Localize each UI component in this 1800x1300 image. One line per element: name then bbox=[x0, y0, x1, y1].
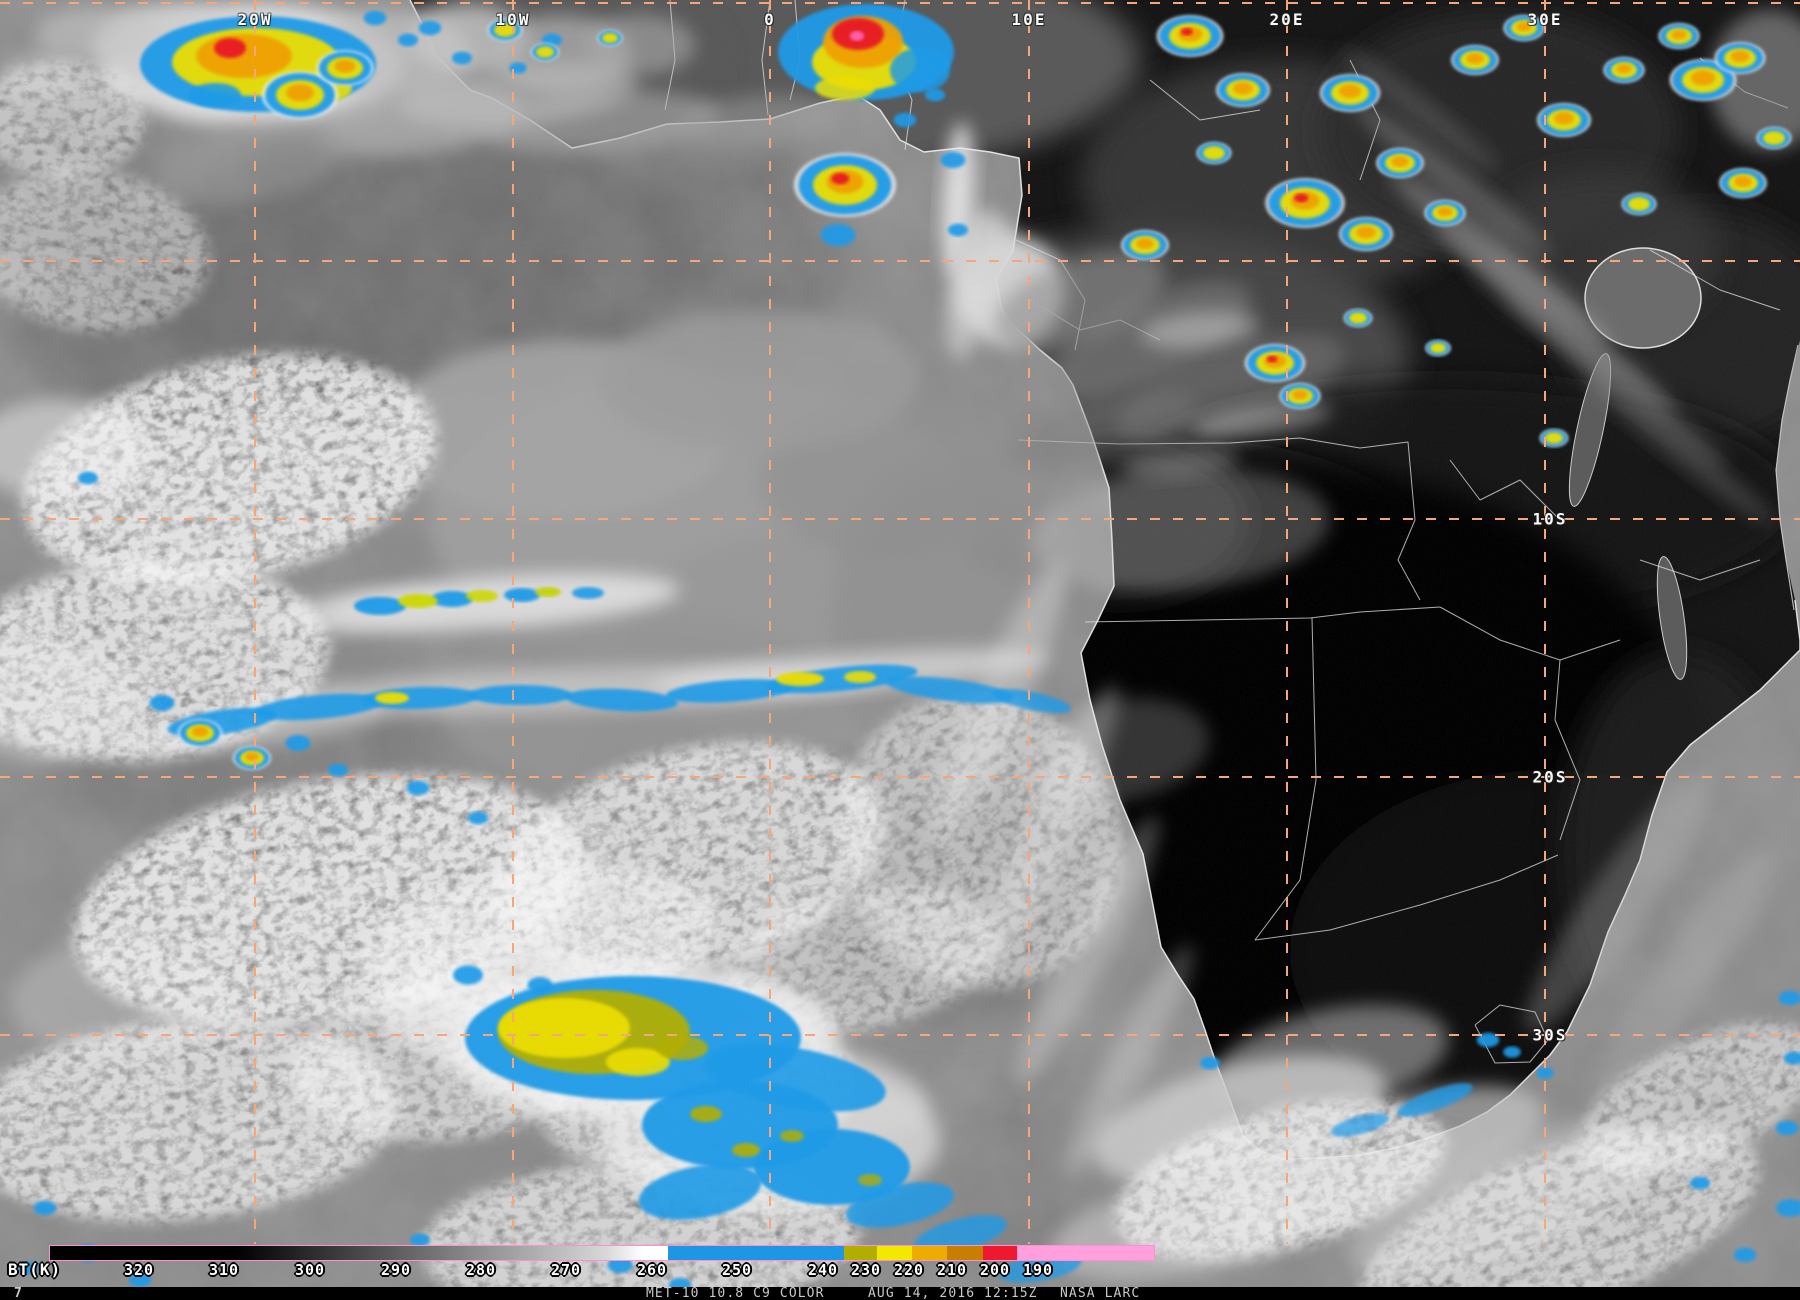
colorbar-tick-320: 320 bbox=[123, 1261, 155, 1279]
colorbar-tick-240: 240 bbox=[807, 1261, 839, 1279]
latitude-label-10s: 10S bbox=[1532, 509, 1568, 529]
colorbar-segment-5 bbox=[947, 1246, 983, 1260]
latlon-grid bbox=[0, 0, 1800, 1244]
colorbar bbox=[49, 1245, 1155, 1261]
colorbar-tick-200: 200 bbox=[979, 1261, 1011, 1279]
image-datetime-label: AUG 14, 2016 12:15Z bbox=[868, 1286, 1038, 1300]
latitude-label-20s: 20S bbox=[1532, 767, 1568, 787]
colorbar-segment-6 bbox=[983, 1246, 1017, 1260]
colorbar-tick-230: 230 bbox=[850, 1261, 882, 1279]
colorbar-tick-270: 270 bbox=[550, 1261, 582, 1279]
longitude-label-30e: 30E bbox=[1527, 10, 1563, 29]
colorbar-title: BT(K) bbox=[8, 1260, 62, 1279]
colorbar-tick-190: 190 bbox=[1022, 1261, 1054, 1279]
colorbar-tick-260: 260 bbox=[636, 1261, 668, 1279]
colorbar-tick-220: 220 bbox=[893, 1261, 925, 1279]
colorbar-tick-300: 300 bbox=[294, 1261, 326, 1279]
colorbar-segment-4 bbox=[912, 1246, 947, 1260]
colorbar-tick-310: 310 bbox=[208, 1261, 240, 1279]
colorbar-tick-250: 250 bbox=[721, 1261, 753, 1279]
longitude-label-0: 0 bbox=[764, 10, 776, 29]
colorbar-segment-7 bbox=[1017, 1246, 1154, 1260]
colorbar-segment-3 bbox=[877, 1246, 912, 1260]
longitude-label-10w: 10W bbox=[495, 10, 531, 29]
colorbar-tick-210: 210 bbox=[936, 1261, 968, 1279]
longitude-label-20w: 20W bbox=[237, 10, 273, 29]
colorbar-tick-290: 290 bbox=[380, 1261, 412, 1279]
frame-number: 7 bbox=[14, 1286, 23, 1300]
colorbar-segment-2 bbox=[844, 1246, 877, 1260]
longitude-label-20e: 20E bbox=[1269, 10, 1305, 29]
colorbar-segment-1 bbox=[668, 1246, 844, 1260]
colorbar-segment-0 bbox=[50, 1246, 668, 1260]
satellite-channel-label: MET-10 10.8 C9 COLOR bbox=[646, 1286, 825, 1300]
colorbar-tick-280: 280 bbox=[465, 1261, 497, 1279]
latitude-label-30s: 30S bbox=[1532, 1025, 1568, 1045]
footer-bar: 7 MET-10 10.8 C9 COLOR AUG 14, 2016 12:1… bbox=[0, 1287, 1800, 1300]
longitude-label-10e: 10E bbox=[1011, 10, 1047, 29]
credit-label: NASA LARC bbox=[1060, 1286, 1141, 1300]
